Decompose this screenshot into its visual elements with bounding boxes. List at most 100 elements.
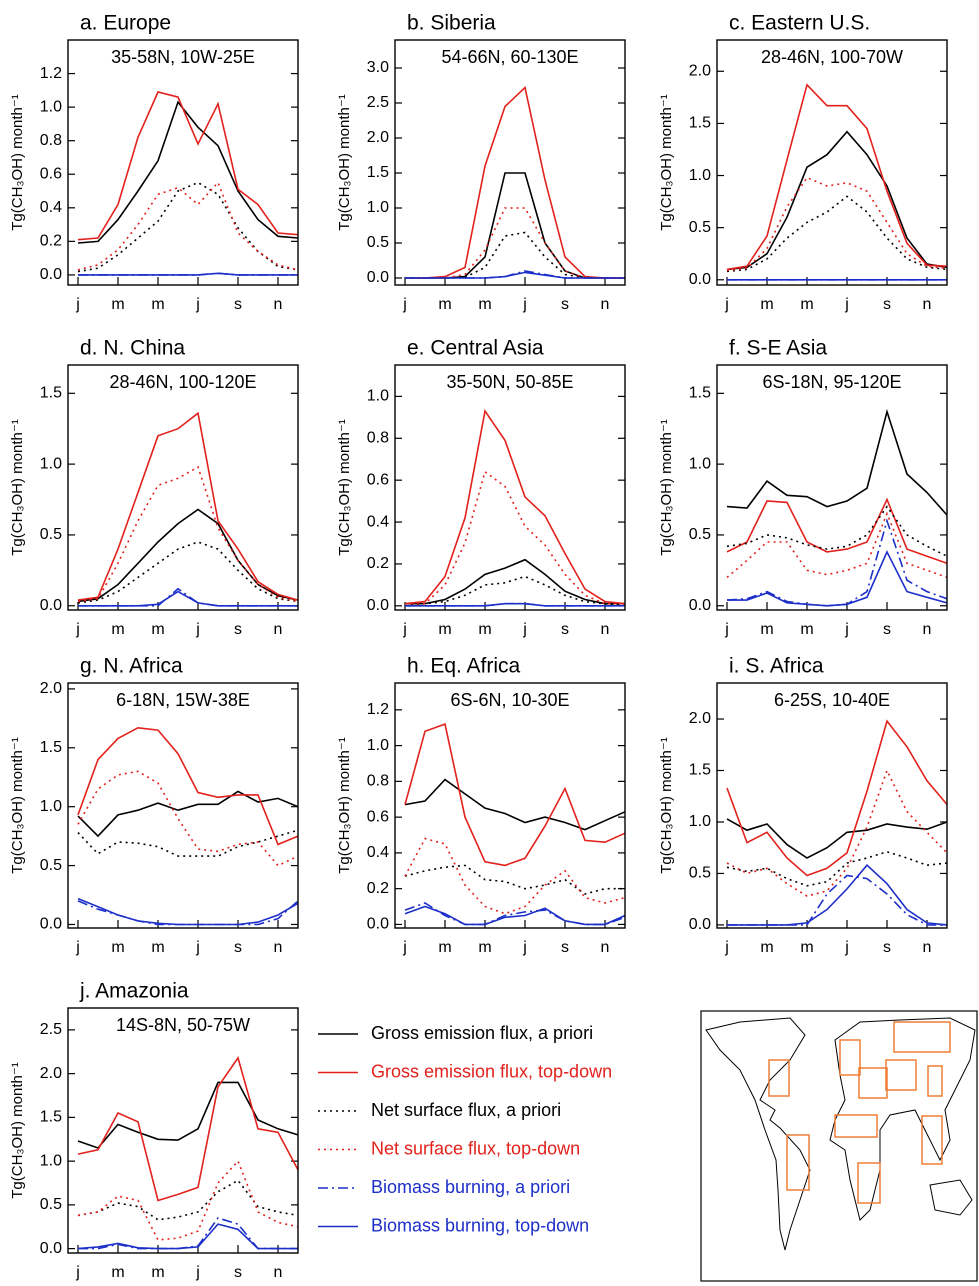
series-line [77,411,299,601]
y-tick-label: 0.2 [367,880,389,897]
plot-frame [67,364,299,611]
x-tick-label: j [522,939,527,956]
y-tick-label: 0.5 [367,234,389,251]
y-tick-label: 1.5 [689,115,711,132]
y-tick-label: 0.5 [689,219,711,236]
x-tick-label: n [923,621,932,638]
y-axis-label: Tg(CH₃OH) month⁻¹ [336,419,353,556]
panel-title: e. Central Asia [407,337,544,360]
y-tick-label: 0.5 [689,526,711,543]
series-line [77,100,299,244]
legend: Gross emission flux, a priori Gross emiss… [318,1023,612,1235]
panel-title: i. S. Africa [729,655,824,678]
y-tick-label: 1.5 [40,739,62,756]
x-tick-label: j [75,1264,80,1281]
x-tick-label: j [522,621,527,638]
x-tick-label: j [75,621,80,638]
y-tick-label: 2.5 [367,94,389,111]
coastline [829,1017,976,1221]
series-line [77,541,299,604]
series-line [404,905,626,926]
panel: e. Central Asia 35-50N, 50-85E Tg(CH₃OH) m… [336,337,626,638]
y-tick-label: 0.6 [367,471,389,488]
x-tick-label: n [923,296,932,313]
plot-frame [67,682,299,929]
panel: c. Eastern U.S. 28-46N, 100-70W Tg(CH₃OH) … [658,12,948,313]
x-tick-label: m [478,296,491,313]
region-boxes [768,1021,951,1204]
y-tick-label: 2.5 [40,1021,62,1038]
y-axis-label: Tg(CH₃OH) month⁻¹ [9,94,26,231]
x-tick-label: n [923,939,932,956]
x-tick-label: n [274,1264,283,1281]
plot-frame [394,682,626,929]
y-tick-label: 0.6 [367,808,389,825]
y-tick-label: 2.0 [367,129,389,146]
x-tick-label: n [601,296,610,313]
legend-label: Gross emission flux, top-down [371,1061,612,1081]
series-line [77,1159,299,1241]
series-line [77,91,299,241]
x-tick-label: m [800,939,813,956]
legend-label: Net surface flux, top-down [371,1138,580,1158]
y-tick-label: 0.0 [689,271,711,288]
series-line [405,231,625,279]
x-tick-label: j [195,1264,200,1281]
series-line [727,550,948,607]
y-tick-label: 0.4 [367,844,389,861]
panel-subtitle: 35-50N, 50-85E [446,372,573,392]
series-line [77,1179,299,1221]
series-line [726,130,948,271]
x-tick-label: n [274,939,283,956]
y-tick-label: 0.0 [367,597,389,614]
y-tick-label: 3.0 [367,59,389,76]
series-line [404,723,626,867]
y-axis-label: Tg(CH₃OH) month⁻¹ [336,737,353,874]
y-tick-label: 0.0 [40,916,62,933]
y-tick-label: 2.0 [40,680,62,697]
series-line [726,497,948,565]
x-tick-label: s [234,939,242,956]
series-line [726,195,948,273]
plot-frame [394,364,626,611]
x-tick-label: s [883,621,891,638]
x-tick-label: m [760,621,773,638]
series-line [726,408,948,516]
panel: j. Amazonia 14S-8N, 50-75W Tg(CH₃OH) month… [9,980,299,1281]
y-tick-label: 1.5 [367,164,389,181]
x-tick-label: m [151,621,164,638]
series-line [405,271,625,279]
x-tick-label: m [151,296,164,313]
y-tick-label: 0.8 [367,430,389,447]
y-tick-label: 0.0 [367,916,389,933]
series-line [404,837,626,915]
panel-subtitle: 6-25S, 10-40E [774,690,890,710]
x-tick-label: m [151,939,164,956]
x-tick-label: m [438,939,451,956]
x-tick-label: j [522,296,527,313]
series-line [77,465,299,603]
series-line [77,1056,299,1202]
series-line [726,83,948,271]
y-axis-label: Tg(CH₃OH) month⁻¹ [9,737,26,874]
y-tick-label: 0.4 [367,513,389,530]
series-line [726,719,948,877]
series-line [726,818,948,859]
series-line [404,864,625,895]
x-tick-label: s [883,296,891,313]
y-tick-label: 0.0 [689,597,711,614]
y-tick-label: 0.0 [367,269,389,286]
region-map [700,1010,978,1282]
series-line [405,558,625,605]
y-axis-label: Tg(CH₃OH) month⁻¹ [336,94,353,231]
x-tick-label: j [75,296,80,313]
y-axis-label: Tg(CH₃OH) month⁻¹ [658,419,675,556]
x-tick-label: m [111,296,124,313]
legend-label: Net surface flux, a priori [371,1100,561,1120]
series-line [78,590,298,607]
x-tick-label: m [760,939,773,956]
y-tick-label: 1.0 [40,98,62,115]
panel-subtitle: 28-46N, 100-70W [761,47,903,67]
coastline [929,1179,973,1216]
y-tick-label: 1.0 [40,455,62,472]
